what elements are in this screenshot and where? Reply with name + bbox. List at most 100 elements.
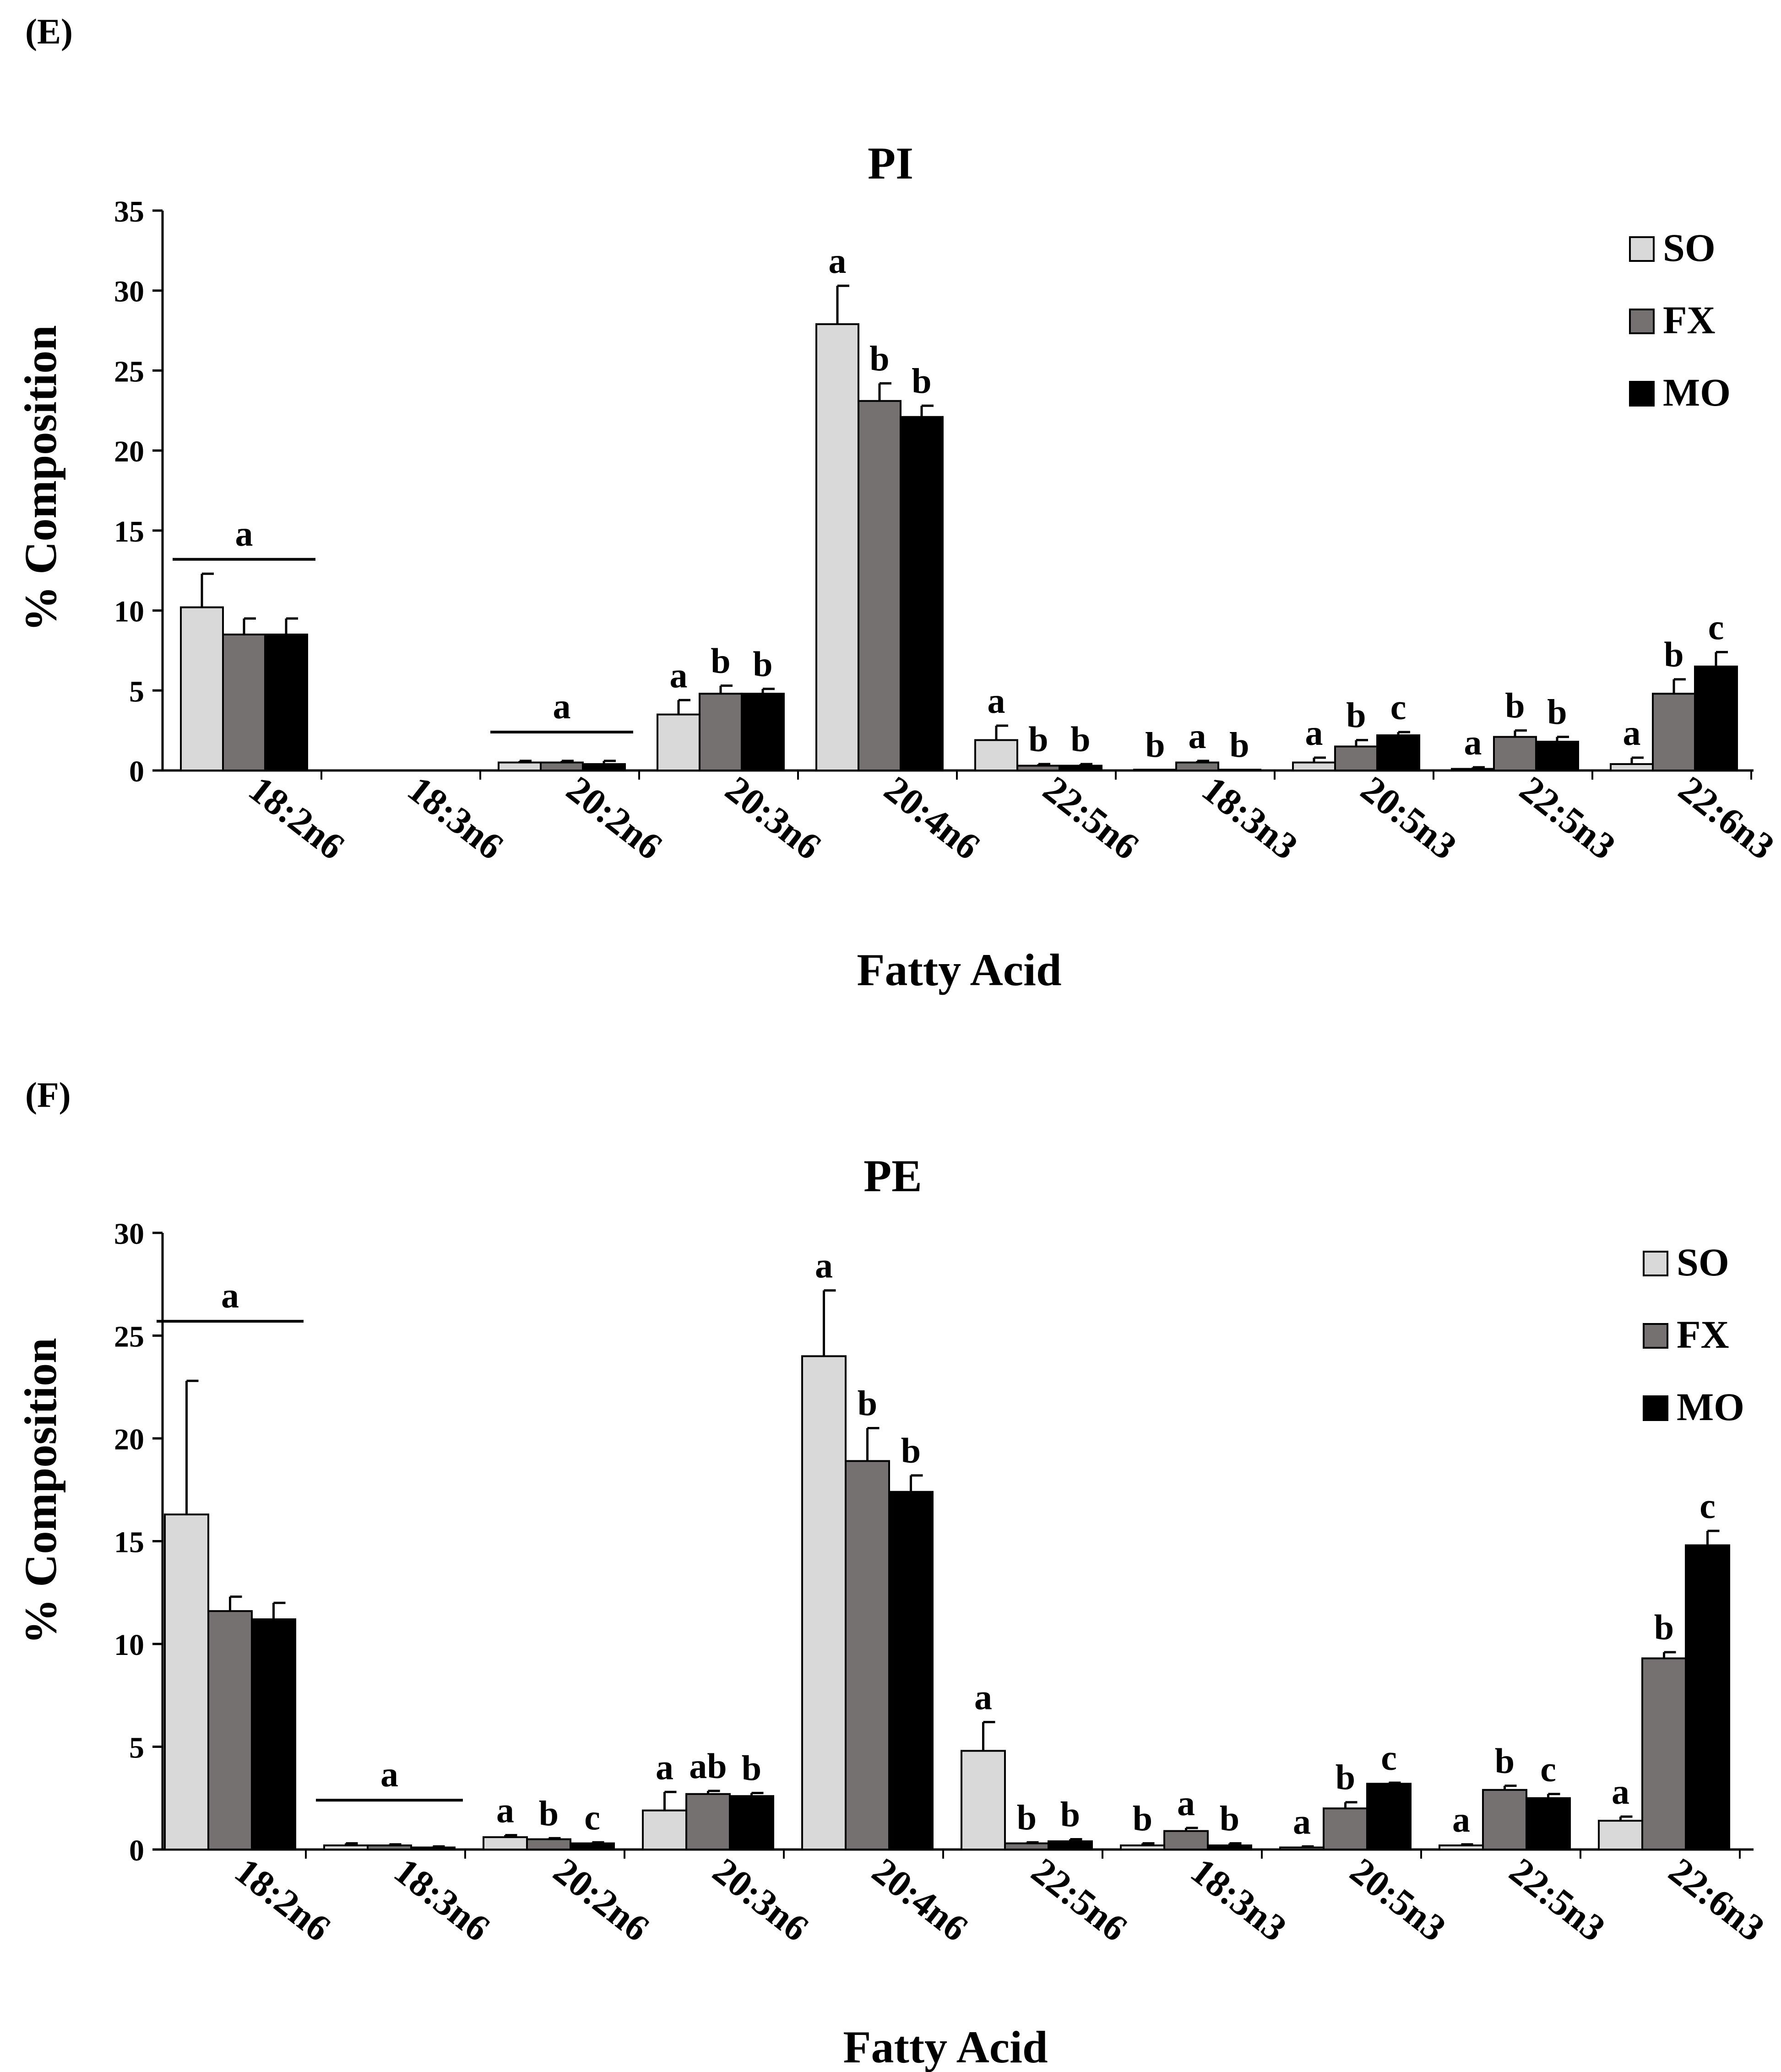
legend-label-so: SO xyxy=(1663,226,1716,270)
chart-title: PI xyxy=(868,138,913,189)
legend-swatch-fx xyxy=(1643,1323,1668,1349)
x-axis-label: Fatty Acid xyxy=(843,2022,1048,2072)
significance-letter: a xyxy=(1452,1800,1470,1839)
bar-so xyxy=(961,1750,1006,1850)
bar-mo xyxy=(251,1618,296,1851)
bar-mo xyxy=(410,1846,456,1851)
significance-letter: b xyxy=(1495,1741,1515,1781)
significance-letter: a xyxy=(1189,716,1206,756)
bar-mo xyxy=(1685,1544,1730,1850)
bar-so xyxy=(801,1355,847,1850)
bar-fx xyxy=(207,1610,253,1850)
significance-letter: c xyxy=(1381,1738,1397,1778)
bar-so xyxy=(498,761,542,771)
significance-letter: b xyxy=(1017,1797,1037,1837)
x-axis-label: Fatty Acid xyxy=(857,944,1061,995)
bar-so xyxy=(657,713,700,771)
bar-mo xyxy=(582,763,626,771)
legend-swatch-mo xyxy=(1629,381,1655,407)
y-tick-label: 25 xyxy=(114,1320,144,1354)
y-tick-label: 5 xyxy=(129,675,144,708)
bar-mo xyxy=(1048,1840,1093,1851)
bar-fx xyxy=(1334,745,1378,771)
bar-mo xyxy=(888,1491,934,1850)
bar-fx xyxy=(540,761,584,771)
bar-fx xyxy=(1175,761,1219,771)
significance-letter: b xyxy=(753,644,772,684)
significance-letter: a xyxy=(1293,1801,1311,1841)
legend-swatch-fx xyxy=(1629,309,1655,334)
significance-letter: b xyxy=(711,641,730,681)
y-tick-label: 15 xyxy=(114,515,144,548)
significance-letter: a xyxy=(815,1246,833,1286)
bar-so xyxy=(642,1809,687,1850)
bar-mo xyxy=(741,693,785,771)
y-tick-label: 30 xyxy=(114,275,144,309)
significance-letter: c xyxy=(1708,607,1724,647)
y-tick-label: 10 xyxy=(114,595,144,629)
significance-letter: b xyxy=(1060,1795,1080,1834)
bar-mo xyxy=(1207,1844,1252,1851)
bar-fx xyxy=(1163,1830,1209,1851)
bar-so xyxy=(1451,768,1495,772)
significance-letter: a xyxy=(1305,713,1323,753)
panel-label: (E) xyxy=(25,11,73,51)
significance-letter: b xyxy=(912,361,931,401)
y-tick-label: 15 xyxy=(114,1526,144,1559)
significance-letter: a xyxy=(1177,1783,1195,1823)
significance-letter: c xyxy=(1390,687,1406,727)
significance-letter: b xyxy=(1229,725,1249,765)
significance-letter: a xyxy=(988,681,1005,721)
y-tick-label: 0 xyxy=(129,755,144,788)
significance-letter: a xyxy=(829,241,847,281)
bar-fx xyxy=(526,1838,571,1851)
significance-letter: b xyxy=(1336,1757,1355,1797)
bar-fx xyxy=(1493,736,1537,771)
bar-so xyxy=(1120,1844,1165,1851)
significance-letter: b xyxy=(1028,719,1048,759)
y-tick-label: 20 xyxy=(114,435,144,468)
legend-label-fx: FX xyxy=(1677,1313,1729,1356)
bar-mo xyxy=(570,1842,615,1851)
bar-mo xyxy=(1059,765,1102,771)
bar-fx xyxy=(1482,1789,1527,1851)
legend-label-mo: MO xyxy=(1663,370,1731,414)
bar-fx xyxy=(699,693,743,771)
group-annotation-letter: a xyxy=(380,1754,398,1794)
bar-so xyxy=(1279,1846,1325,1851)
significance-letter: c xyxy=(1540,1749,1556,1789)
y-tick-label: 10 xyxy=(114,1628,144,1662)
y-axis-label: % Composition xyxy=(15,325,66,632)
significance-letter: b xyxy=(1547,692,1567,732)
bar-mo xyxy=(900,416,944,771)
significance-letter: b xyxy=(539,1793,559,1833)
significance-letter: c xyxy=(1700,1486,1716,1526)
y-tick-label: 35 xyxy=(114,195,144,228)
bar-fx xyxy=(1323,1807,1368,1850)
significance-letter: a xyxy=(496,1790,514,1830)
legend-swatch-mo xyxy=(1643,1395,1668,1421)
significance-letter: a xyxy=(974,1677,992,1717)
bar-fx xyxy=(1016,765,1060,771)
legend-label-fx: FX xyxy=(1663,298,1716,342)
bar-fx xyxy=(367,1844,412,1851)
significance-letter: b xyxy=(1070,719,1090,759)
bar-fx xyxy=(858,400,901,771)
significance-letter: b xyxy=(1505,686,1525,726)
bar-fx xyxy=(1652,693,1696,771)
bar-mo xyxy=(729,1795,774,1851)
significance-letter: a xyxy=(1464,722,1482,762)
y-tick-label: 25 xyxy=(114,355,144,388)
bar-mo xyxy=(264,633,308,771)
significance-letter: b xyxy=(901,1431,921,1470)
significance-letter: a xyxy=(670,655,688,695)
bar-so xyxy=(1610,763,1654,771)
y-tick-label: 30 xyxy=(114,1217,144,1251)
group-annotation-letter: a xyxy=(553,686,571,726)
significance-letter: b xyxy=(1220,1799,1239,1839)
panel-label: (F) xyxy=(25,1075,71,1115)
significance-letter: b xyxy=(1654,1607,1674,1647)
significance-letter: b xyxy=(858,1383,877,1423)
significance-letter: c xyxy=(584,1797,600,1837)
